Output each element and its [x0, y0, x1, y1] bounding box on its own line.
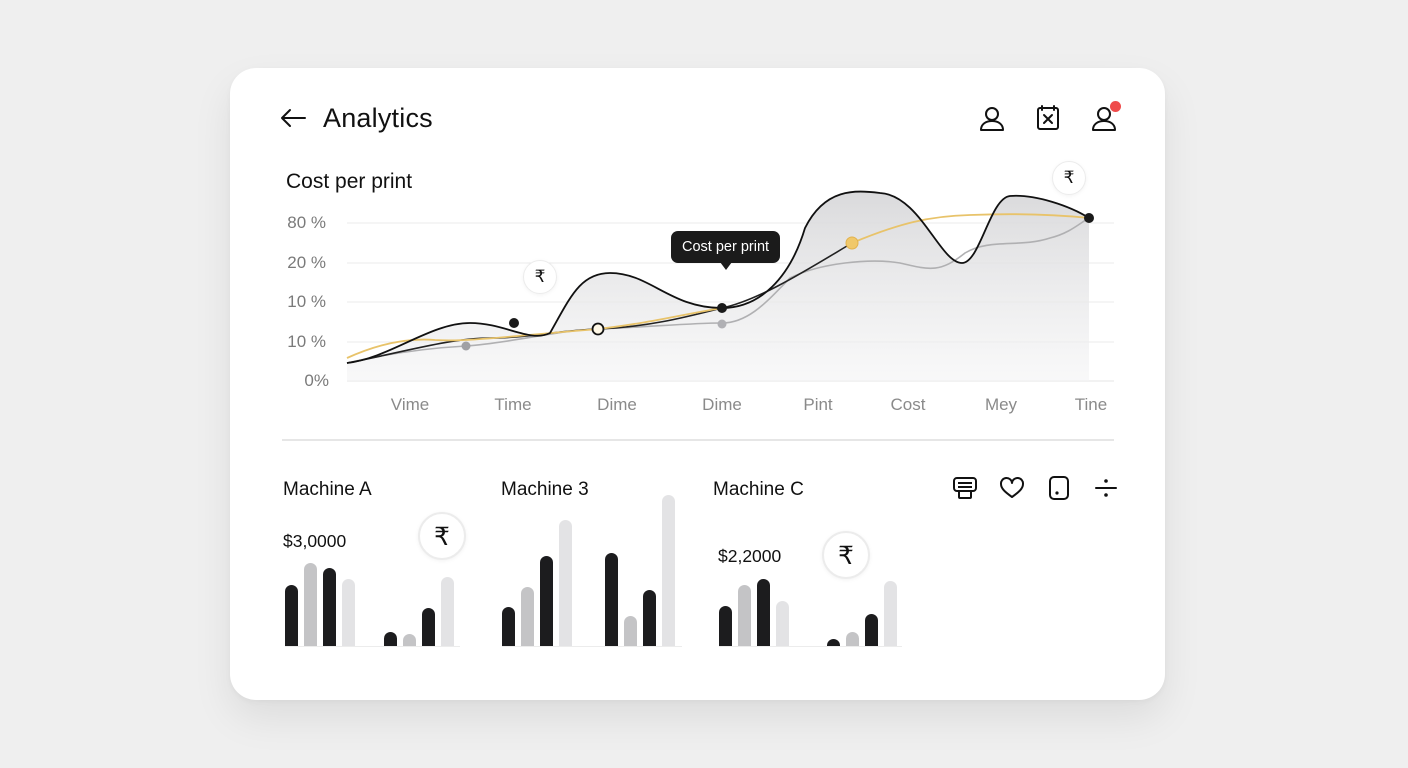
bar [323, 568, 336, 647]
bar [304, 563, 317, 647]
y-tick: 0% [304, 371, 329, 390]
calendar-x-icon [1037, 105, 1059, 130]
rupee-icon: ₹ [534, 267, 546, 287]
chart-tooltip: Cost per print [671, 231, 781, 270]
area-fill [347, 191, 1089, 381]
rupee-icon: ₹ [1063, 168, 1075, 188]
y-tick: 10 % [287, 332, 326, 351]
x-tick: Dime [702, 395, 742, 414]
bar [757, 579, 770, 647]
y-tick: 20 % [287, 253, 326, 272]
x-tick: Mey [984, 395, 1018, 414]
point-marker [717, 303, 727, 313]
bar [884, 581, 897, 647]
user-notification-icon [1092, 107, 1116, 131]
favorite-button[interactable] [997, 473, 1027, 503]
tablet-icon [1049, 476, 1069, 500]
page-title: Analytics [323, 102, 433, 133]
bar-baseline [719, 646, 902, 647]
bar [662, 495, 675, 647]
series-primary [346, 190, 1090, 364]
notification-dot [1110, 101, 1121, 112]
bar [559, 520, 572, 647]
back-arrow-icon [281, 109, 306, 127]
x-tick: Time [494, 395, 532, 414]
user-icon [980, 107, 1004, 131]
point-marker [509, 318, 519, 328]
machine-c-label: Machine C [713, 479, 804, 500]
bar [605, 553, 618, 647]
section-divider [282, 439, 1114, 441]
bar [422, 608, 435, 647]
bar [865, 614, 878, 647]
x-tick: Vime [390, 395, 430, 414]
bar [441, 577, 454, 647]
bar [827, 639, 840, 647]
profile-button[interactable] [975, 101, 1009, 135]
machine-a-value: $3,0000 [283, 531, 347, 551]
bar [540, 556, 553, 647]
bar [403, 634, 416, 647]
x-tick: Dime [597, 395, 637, 414]
point-marker [1084, 213, 1094, 223]
rupee-badge[interactable]: ₹ [1052, 161, 1086, 195]
chart-title: Cost per print [286, 170, 413, 193]
bar-baseline [285, 646, 460, 647]
series-gray [346, 217, 1090, 364]
machine-3-label: Machine 3 [501, 479, 589, 500]
bar [776, 601, 789, 647]
x-tick: Tine [1074, 395, 1108, 414]
bar-baseline [502, 646, 682, 647]
back-button[interactable] [278, 103, 308, 133]
point-marker [461, 341, 471, 351]
machine-c-value: $2,2000 [718, 546, 782, 566]
bar [521, 587, 534, 647]
printer-icon [953, 477, 977, 499]
toolbar [950, 473, 1121, 503]
series-gold [346, 213, 1090, 359]
bar [846, 632, 859, 647]
rupee-badge[interactable]: ₹ [523, 260, 557, 294]
machine-3-bars [502, 492, 677, 647]
y-tick: 10 % [287, 292, 326, 311]
header-actions [975, 101, 1121, 135]
machine-a-label: Machine A [283, 479, 372, 500]
bar [502, 607, 515, 647]
x-tick: Pint [803, 395, 833, 414]
calendar-cancel-button[interactable] [1031, 101, 1065, 135]
bar [643, 590, 656, 647]
heart-icon [1000, 477, 1024, 498]
divide-icon [1095, 479, 1117, 497]
print-button[interactable] [950, 473, 980, 503]
header: Analytics [278, 98, 1121, 138]
device-button[interactable] [1044, 473, 1074, 503]
rupee-icon: ₹ [838, 540, 854, 570]
divide-button[interactable] [1091, 473, 1121, 503]
bar [285, 585, 298, 647]
bar [384, 632, 397, 647]
bar [624, 616, 637, 647]
bar [719, 606, 732, 647]
rupee-badge[interactable]: ₹ [822, 531, 870, 579]
x-tick: Cost [890, 395, 926, 414]
point-marker [591, 322, 605, 336]
point-marker [845, 236, 859, 250]
machine-c-bars [719, 547, 899, 647]
point-marker [717, 319, 727, 329]
machine-a-bars [285, 547, 460, 647]
rupee-icon: ₹ [434, 521, 450, 551]
line-chart [346, 190, 1114, 382]
y-tick: 80 % [287, 213, 326, 232]
bar [738, 585, 751, 647]
rupee-badge[interactable]: ₹ [418, 512, 466, 560]
analytics-card: Analytics Cost per print [230, 68, 1165, 700]
notifications-button[interactable] [1087, 101, 1121, 135]
bar [342, 579, 355, 647]
